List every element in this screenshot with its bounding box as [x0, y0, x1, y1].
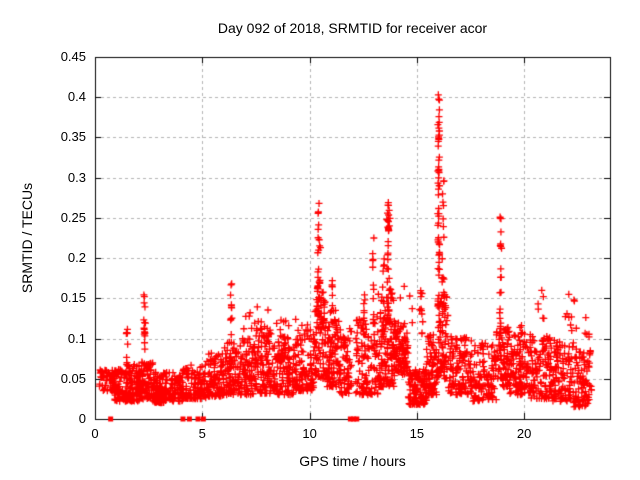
- x-tick-label: 0: [91, 426, 99, 441]
- y-tick-label: 0.4: [67, 89, 86, 105]
- x-axis-label: GPS time / hours: [299, 453, 406, 469]
- y-tick-label: 0.2: [67, 250, 86, 266]
- y-tick-label: 0.35: [60, 129, 86, 145]
- x-tick-label: 20: [516, 426, 532, 441]
- y-tick-label: 0.15: [60, 290, 86, 306]
- y-tick-label: 0.05: [60, 370, 86, 386]
- x-tick-label: 10: [302, 426, 317, 441]
- y-tick-label: 0: [78, 411, 86, 426]
- y-axis-label: SRMTID / TECUs: [19, 182, 35, 294]
- y-tick-label: 0.25: [60, 209, 86, 225]
- x-tick-label: 15: [409, 426, 425, 441]
- chart-title: Day 092 of 2018, SRMTID for receiver aco…: [217, 20, 488, 36]
- y-tick-label: 0.1: [67, 330, 86, 346]
- y-tick-label: 0.3: [67, 169, 86, 185]
- x-tick-label: 5: [198, 426, 206, 441]
- y-tick-label: 0.45: [60, 49, 86, 64]
